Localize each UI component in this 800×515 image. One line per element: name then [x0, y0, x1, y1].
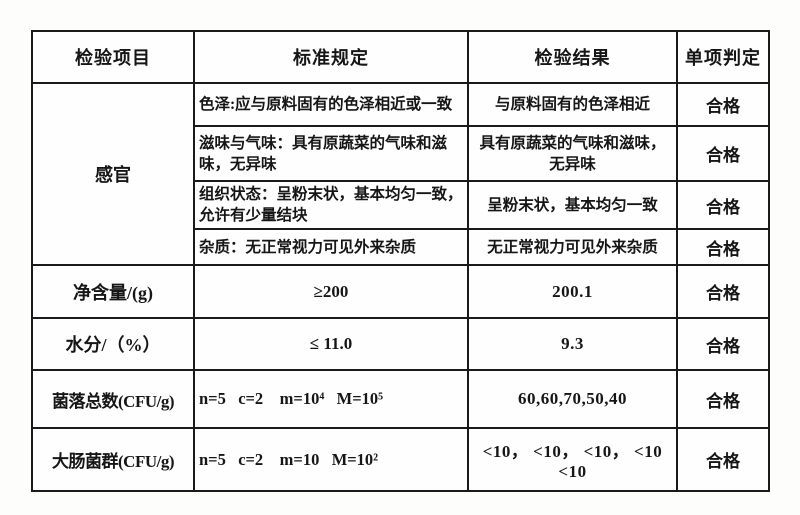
item-cell-moisture: 水分/（%） [31, 317, 195, 371]
verdict-cell-moisture: 合格 [676, 317, 770, 371]
spec-cell-impurity: 杂质：无正常视力可见外来杂质 [193, 228, 469, 266]
verdict-cell-total-plate-count: 合格 [676, 369, 770, 429]
spec-cell-total-plate-count: n=5 c=2 m=10⁴ M=10⁵ [193, 369, 469, 429]
verdict-cell-impurity: 合格 [676, 228, 770, 266]
result-cell-moisture: 9.3 [467, 317, 678, 371]
result-cell-coliform: <10， <10， <10， <10 <10 [467, 427, 678, 492]
item-cell-coliform: 大肠菌群(CFU/g) [31, 427, 195, 492]
table-row-net-content: 净含量/(g) ≥200 200.1 合格 [31, 264, 770, 319]
verdict-cell-texture: 合格 [676, 180, 770, 230]
verdict-cell-coliform: 合格 [676, 427, 770, 492]
table-row-moisture: 水分/（%） ≤ 11.0 9.3 合格 [31, 317, 770, 371]
result-cell-taste-odor: 具有原蔬菜的气味和滋味， 无异味 [467, 125, 678, 182]
result-cell-texture: 呈粉末状，基本均匀一致 [467, 180, 678, 230]
spec-cell-moisture: ≤ 11.0 [193, 317, 469, 371]
verdict-cell-color: 合格 [676, 82, 770, 127]
column-header-judgment: 单项判定 [676, 30, 770, 84]
result-cell-color: 与原料固有的色泽相近 [467, 82, 678, 127]
item-cell-net-content: 净含量/(g) [31, 264, 195, 319]
spec-cell-texture: 组织状态：呈粉末状，基本均匀一致， 允许有少量结块 [193, 180, 469, 230]
column-header-standard: 标准规定 [193, 30, 469, 84]
result-cell-net-content: 200.1 [467, 264, 678, 319]
inspection-report-table: 检验项目 标准规定 检验结果 单项判定 感官 色泽:应与原料固有的色泽相近或一致… [31, 30, 770, 492]
item-cell-sensory: 感官 [31, 82, 195, 266]
result-cell-impurity: 无正常视力可见外来杂质 [467, 228, 678, 266]
table-row-total-plate-count: 菌落总数(CFU/g) n=5 c=2 m=10⁴ M=10⁵ 60,60,70… [31, 369, 770, 429]
verdict-cell-net-content: 合格 [676, 264, 770, 319]
table-row-sensory-impurity: 杂质：无正常视力可见外来杂质 无正常视力可见外来杂质 合格 [32, 228, 770, 266]
table-row-coliform: 大肠菌群(CFU/g) n=5 c=2 m=10 M=10² <10， <10，… [31, 427, 770, 492]
result-cell-total-plate-count: 60,60,70,50,40 [467, 369, 678, 429]
header-row: 检验项目 标准规定 检验结果 单项判定 [31, 30, 770, 84]
spec-cell-color: 色泽:应与原料固有的色泽相近或一致 [193, 82, 469, 127]
table-row-sensory-taste-odor: 滋味与气味：具有原蔬菜的气味和滋 味，无异味 具有原蔬菜的气味和滋味， 无异味 … [32, 125, 770, 182]
table-row-sensory-color: 感官 色泽:应与原料固有的色泽相近或一致 与原料固有的色泽相近 合格 [31, 82, 770, 266]
verdict-cell-taste-odor: 合格 [676, 125, 770, 182]
column-header-item: 检验项目 [31, 30, 195, 84]
spec-cell-coliform: n=5 c=2 m=10 M=10² [193, 427, 469, 492]
item-cell-total-plate-count: 菌落总数(CFU/g) [31, 369, 195, 429]
table-row-sensory-texture: 组织状态：呈粉末状，基本均匀一致， 允许有少量结块 呈粉末状，基本均匀一致 合格 [32, 180, 770, 230]
column-header-result: 检验结果 [467, 30, 678, 84]
spec-cell-net-content: ≥200 [193, 264, 469, 319]
spec-cell-taste-odor: 滋味与气味：具有原蔬菜的气味和滋 味，无异味 [193, 125, 469, 182]
